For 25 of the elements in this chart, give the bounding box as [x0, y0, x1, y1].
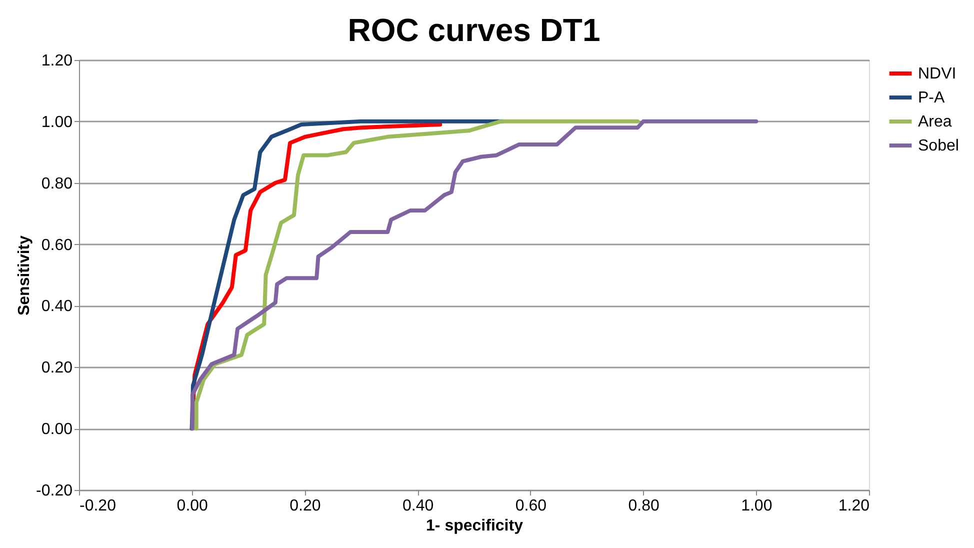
x-tick-label: 0.00	[176, 498, 208, 514]
legend-label: Sobel	[918, 138, 959, 154]
x-tick-label: 0.40	[402, 498, 434, 514]
x-axis-title: 1- specificity	[426, 518, 524, 534]
x-tick-label: 0.60	[515, 498, 547, 514]
y-tick-label: -0.20	[36, 482, 73, 500]
legend-label: P-A	[918, 90, 945, 106]
y-axis-title: Sensitivity	[16, 235, 34, 316]
x-tick-label: 1.00	[741, 498, 772, 514]
x-tick-label: 0.20	[290, 498, 321, 514]
legend-label: NDVI	[918, 66, 956, 82]
y-tick-label: 0.80	[41, 175, 73, 192]
y-tick-label: 0.00	[41, 421, 73, 438]
y-tick-label: 0.60	[41, 236, 73, 254]
x-tick-label: 0.80	[628, 498, 660, 514]
legend-label: Area	[918, 114, 952, 130]
line-series	[194, 119, 640, 431]
y-tick-label: 1.00	[41, 114, 73, 131]
x-tick-label: 1.20	[838, 498, 870, 514]
y-tick-label: 0.20	[41, 360, 73, 377]
y-tick-label: 1.20	[41, 52, 73, 70]
y-tick-label: 0.40	[41, 298, 73, 316]
chart-title: ROC curves DT1	[348, 12, 600, 48]
x-tick-label: -0.20	[80, 498, 116, 514]
line-series	[190, 119, 758, 431]
